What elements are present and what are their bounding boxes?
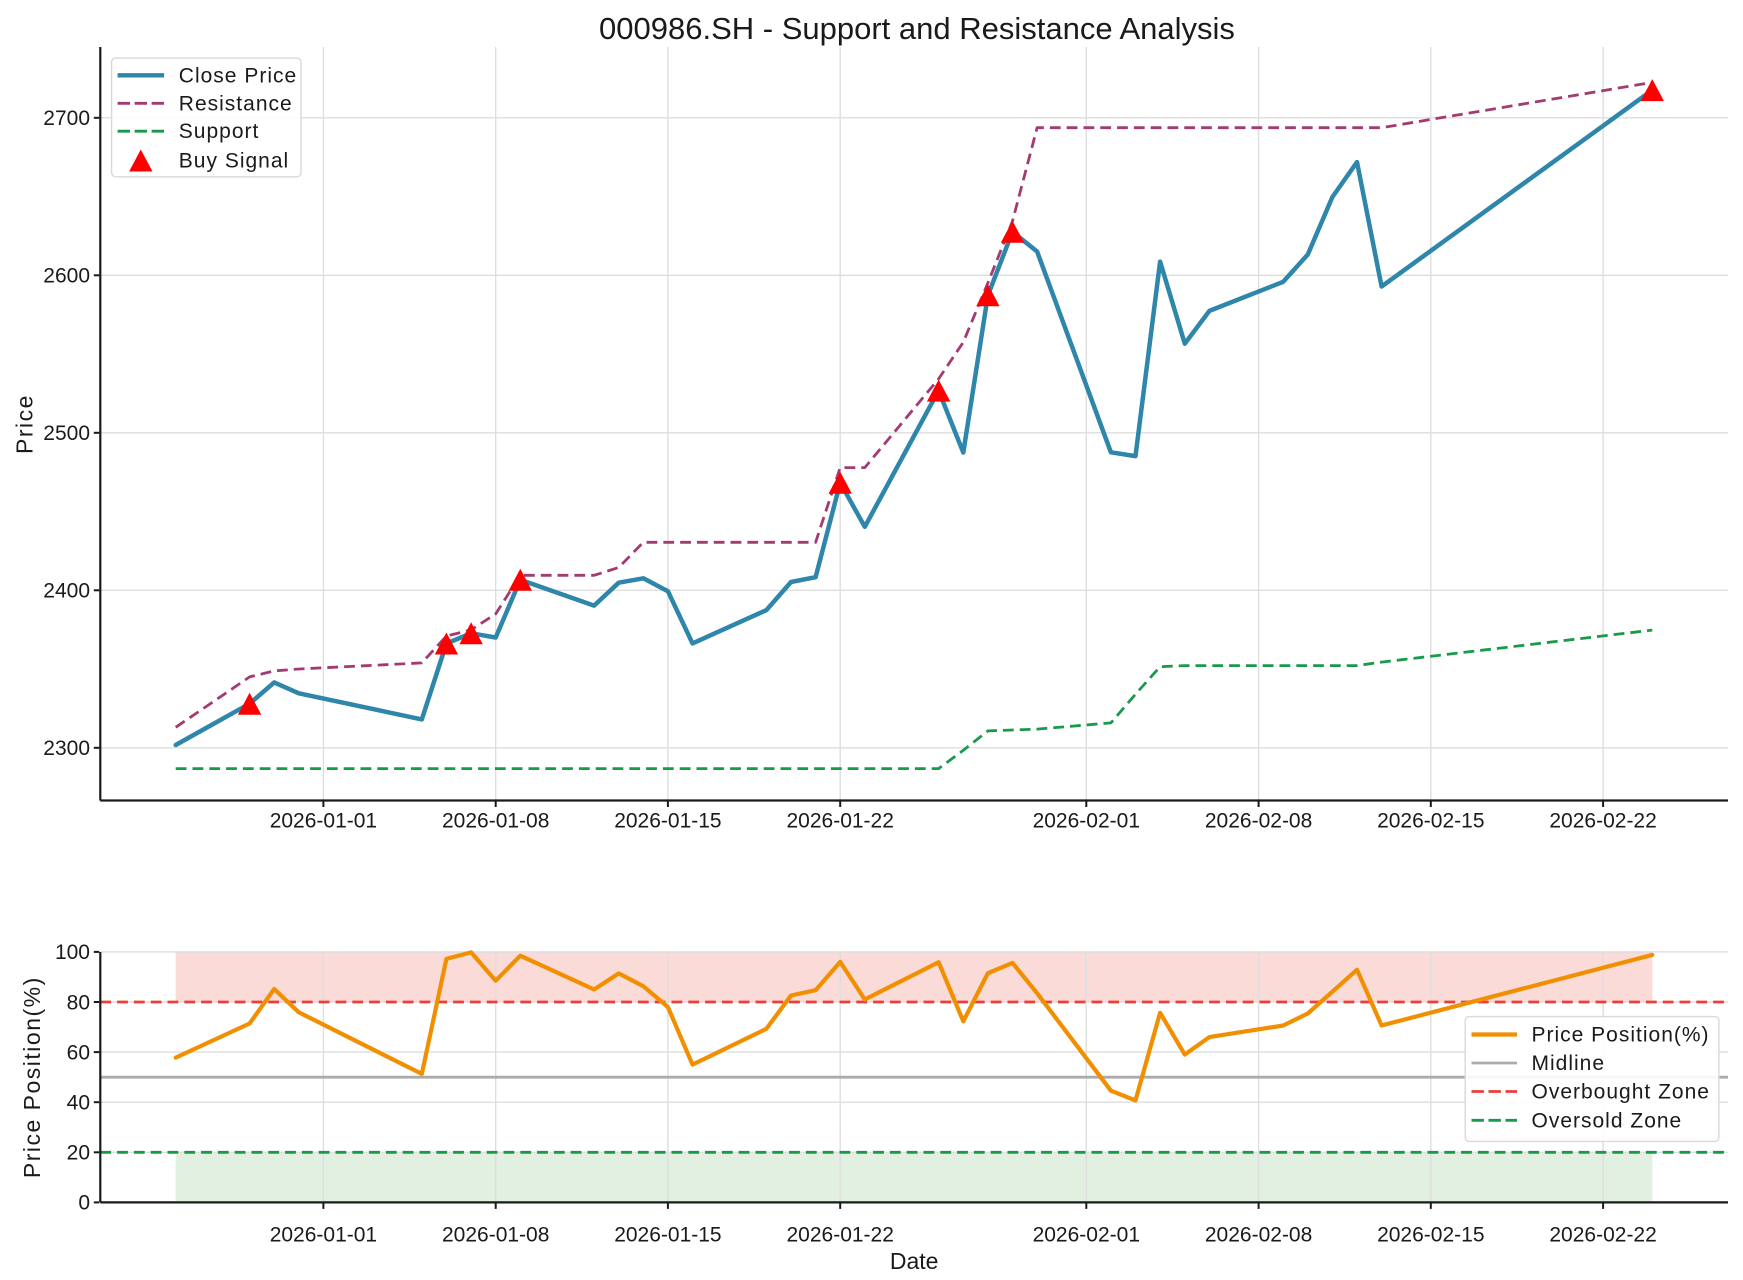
svg-text:60: 60 [67,1041,90,1064]
svg-text:2026-01-15: 2026-01-15 [614,1224,721,1247]
svg-text:2026-02-15: 2026-02-15 [1377,1224,1484,1247]
svg-text:2026-02-01: 2026-02-01 [1033,810,1140,833]
svg-text:Midline: Midline [1532,1052,1606,1075]
svg-text:20: 20 [67,1142,90,1165]
svg-text:Overbought Zone: Overbought Zone [1532,1081,1710,1104]
svg-text:2026-01-01: 2026-01-01 [270,810,377,833]
svg-text:2600: 2600 [43,265,90,288]
svg-text:2026-02-08: 2026-02-08 [1205,810,1312,833]
svg-text:Resistance: Resistance [179,92,293,115]
svg-text:2026-01-22: 2026-01-22 [786,810,893,833]
svg-text:2300: 2300 [43,737,90,760]
svg-text:2026-01-08: 2026-01-08 [442,810,549,833]
svg-text:2400: 2400 [43,580,90,603]
svg-text:Price Position(%): Price Position(%) [19,976,45,1178]
svg-text:Price Position(%): Price Position(%) [1532,1024,1710,1047]
svg-text:Buy Signal: Buy Signal [179,150,289,173]
svg-text:2026-01-01: 2026-01-01 [270,1224,377,1247]
svg-text:2026-01-15: 2026-01-15 [614,810,721,833]
svg-text:2026-02-22: 2026-02-22 [1549,810,1656,833]
svg-text:Price: Price [12,394,38,454]
svg-text:Oversold Zone: Oversold Zone [1532,1109,1683,1132]
svg-text:Date: Date [890,1248,939,1274]
svg-text:000986.SH - Support and Resist: 000986.SH - Support and Resistance Analy… [599,11,1235,46]
svg-text:2026-02-22: 2026-02-22 [1549,1224,1656,1247]
svg-text:0: 0 [78,1192,90,1215]
svg-text:Close Price: Close Price [179,64,297,87]
svg-text:2026-01-22: 2026-01-22 [786,1224,893,1247]
svg-text:40: 40 [67,1092,90,1115]
svg-text:80: 80 [67,991,90,1014]
svg-text:100: 100 [55,941,90,964]
svg-text:2500: 2500 [43,422,90,445]
svg-text:2026-01-08: 2026-01-08 [442,1224,549,1247]
svg-text:2026-02-01: 2026-02-01 [1033,1224,1140,1247]
svg-text:2700: 2700 [43,107,90,130]
svg-text:Support: Support [179,120,260,143]
svg-text:2026-02-15: 2026-02-15 [1377,810,1484,833]
svg-text:2026-02-08: 2026-02-08 [1205,1224,1312,1247]
